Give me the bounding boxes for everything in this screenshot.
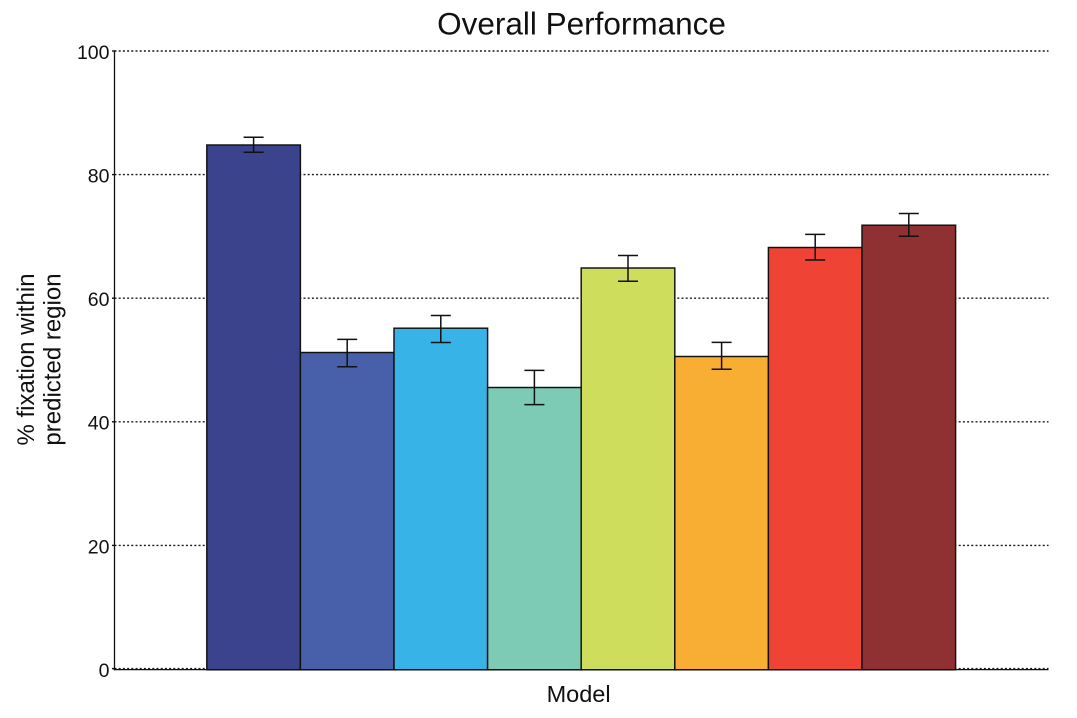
svg-text:predicted region: predicted region [40, 273, 67, 445]
svg-text:% fixation within: % fixation within [13, 273, 40, 445]
svg-text:40: 40 [88, 413, 110, 435]
svg-text:0: 0 [99, 660, 110, 682]
svg-text:Overall Performance: Overall Performance [437, 6, 726, 42]
svg-text:60: 60 [88, 289, 110, 311]
svg-text:Model: Model [547, 681, 611, 707]
svg-text:100: 100 [77, 42, 110, 64]
svg-text:20: 20 [88, 536, 110, 558]
svg-text:80: 80 [88, 166, 110, 188]
